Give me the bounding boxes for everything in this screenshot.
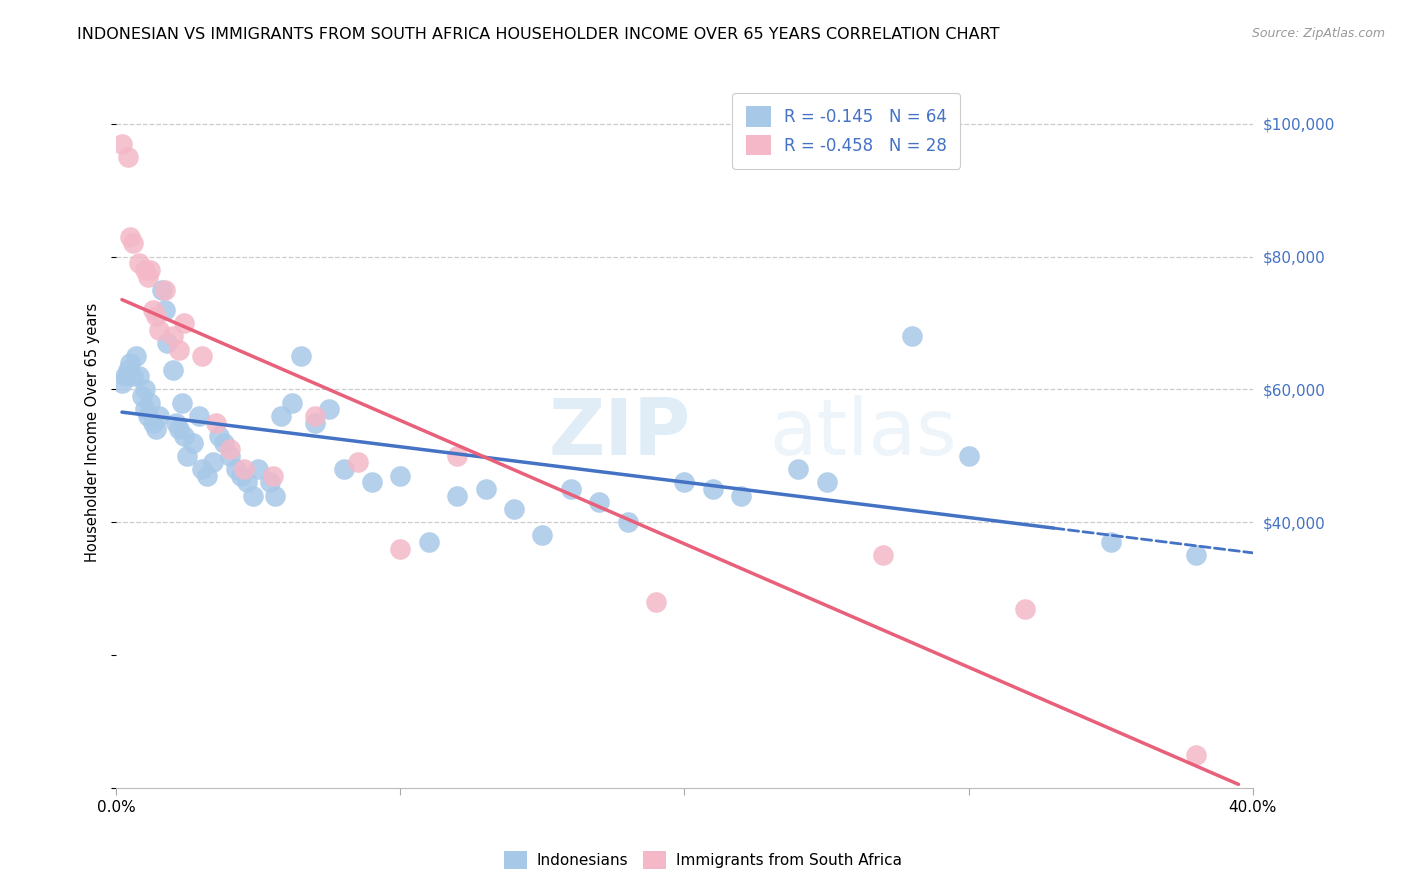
- Point: [259, 475, 281, 490]
- Point: [162, 362, 184, 376]
- Point: [389, 541, 412, 556]
- Point: [120, 356, 142, 370]
- Text: INDONESIAN VS IMMIGRANTS FROM SOUTH AFRICA HOUSEHOLDER INCOME OVER 65 YEARS CORR: INDONESIAN VS IMMIGRANTS FROM SOUTH AFRI…: [77, 27, 1000, 42]
- Point: [134, 383, 156, 397]
- Point: [588, 495, 610, 509]
- Point: [332, 462, 354, 476]
- Point: [616, 515, 638, 529]
- Point: [142, 416, 165, 430]
- Point: [167, 343, 190, 357]
- Point: [134, 402, 156, 417]
- Point: [225, 462, 247, 476]
- Point: [872, 549, 894, 563]
- Point: [173, 316, 195, 330]
- Point: [219, 442, 242, 457]
- Point: [247, 462, 270, 476]
- Point: [204, 416, 226, 430]
- Point: [125, 349, 148, 363]
- Point: [531, 528, 554, 542]
- Point: [117, 150, 139, 164]
- Point: [139, 395, 162, 409]
- Point: [139, 263, 162, 277]
- Point: [148, 323, 170, 337]
- Point: [145, 422, 167, 436]
- Point: [122, 369, 145, 384]
- Point: [270, 409, 292, 423]
- Point: [787, 462, 810, 476]
- Point: [212, 435, 235, 450]
- Point: [142, 302, 165, 317]
- Point: [418, 535, 440, 549]
- Point: [114, 369, 136, 384]
- Point: [231, 468, 253, 483]
- Point: [201, 455, 224, 469]
- Point: [170, 395, 193, 409]
- Legend: Indonesians, Immigrants from South Africa: Indonesians, Immigrants from South Afric…: [498, 845, 908, 875]
- Point: [645, 595, 668, 609]
- Point: [503, 502, 526, 516]
- Point: [181, 435, 204, 450]
- Text: atlas: atlas: [769, 394, 957, 471]
- Point: [131, 389, 153, 403]
- Point: [1185, 747, 1208, 762]
- Point: [128, 369, 150, 384]
- Point: [162, 329, 184, 343]
- Point: [153, 302, 176, 317]
- Point: [136, 269, 159, 284]
- Point: [173, 429, 195, 443]
- Point: [318, 402, 340, 417]
- Text: ZIP: ZIP: [548, 394, 690, 471]
- Point: [815, 475, 838, 490]
- Point: [1099, 535, 1122, 549]
- Point: [361, 475, 384, 490]
- Point: [233, 462, 256, 476]
- Point: [242, 489, 264, 503]
- Point: [957, 449, 980, 463]
- Point: [281, 395, 304, 409]
- Point: [122, 236, 145, 251]
- Point: [195, 468, 218, 483]
- Point: [153, 283, 176, 297]
- Point: [900, 329, 922, 343]
- Point: [290, 349, 312, 363]
- Point: [190, 462, 212, 476]
- Point: [136, 409, 159, 423]
- Legend: R = -0.145   N = 64, R = -0.458   N = 28: R = -0.145 N = 64, R = -0.458 N = 28: [733, 93, 960, 169]
- Point: [219, 449, 242, 463]
- Point: [1014, 601, 1036, 615]
- Point: [190, 349, 212, 363]
- Point: [304, 416, 326, 430]
- Text: Source: ZipAtlas.com: Source: ZipAtlas.com: [1251, 27, 1385, 40]
- Point: [111, 376, 134, 390]
- Point: [236, 475, 259, 490]
- Point: [474, 482, 496, 496]
- Point: [176, 449, 198, 463]
- Y-axis label: Householder Income Over 65 years: Householder Income Over 65 years: [86, 303, 100, 562]
- Point: [304, 409, 326, 423]
- Point: [207, 429, 229, 443]
- Point: [145, 310, 167, 324]
- Point: [730, 489, 752, 503]
- Point: [673, 475, 696, 490]
- Point: [264, 489, 287, 503]
- Point: [165, 416, 187, 430]
- Point: [262, 468, 284, 483]
- Point: [446, 449, 468, 463]
- Point: [150, 283, 173, 297]
- Point: [187, 409, 209, 423]
- Point: [702, 482, 724, 496]
- Point: [128, 256, 150, 270]
- Point: [120, 229, 142, 244]
- Point: [156, 336, 179, 351]
- Point: [1185, 549, 1208, 563]
- Point: [148, 409, 170, 423]
- Point: [346, 455, 368, 469]
- Point: [389, 468, 412, 483]
- Point: [117, 362, 139, 376]
- Point: [560, 482, 582, 496]
- Point: [446, 489, 468, 503]
- Point: [134, 263, 156, 277]
- Point: [111, 136, 134, 151]
- Point: [167, 422, 190, 436]
